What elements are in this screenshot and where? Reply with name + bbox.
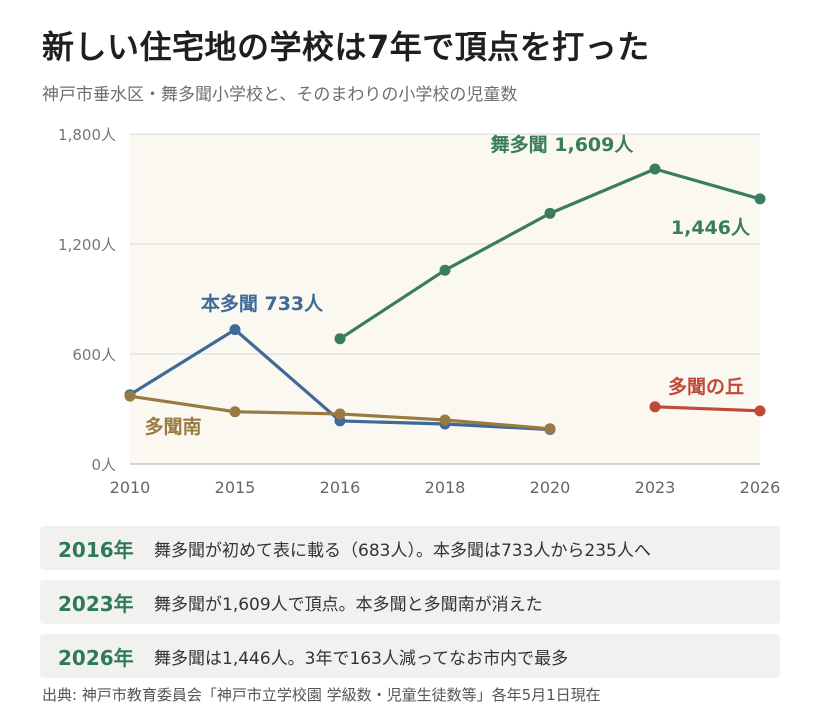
data-point — [544, 423, 556, 435]
series-line — [653, 405, 762, 413]
data-label: 本多聞 733人 — [201, 292, 324, 315]
note-text: 舞多聞は1,446人。3年で163人減ってなお市内で最多 — [154, 648, 569, 669]
y-tick-label: 1,800人 — [58, 126, 116, 144]
x-tick-label: 2016 — [320, 478, 361, 497]
x-tick-label: 2023 — [635, 478, 676, 497]
line-chart: 0人 600人 1,200人 1,800人 2010 2015 2016 2018 2020 20… — [58, 126, 781, 497]
data-label: 多聞南 — [144, 415, 201, 438]
y-tick-label: 600人 — [72, 346, 116, 364]
note-year: 2026年 — [58, 645, 134, 670]
data-point — [229, 324, 241, 336]
chart-title: 新しい住宅地の学校は7年で頂点を打った — [42, 28, 650, 66]
data-point — [334, 333, 346, 345]
data-label: 1,446人 — [671, 217, 751, 239]
note-year: 2016年 — [58, 537, 134, 562]
data-point — [439, 414, 451, 426]
data-point — [439, 264, 451, 276]
x-tick-label: 2026 — [740, 478, 781, 497]
y-tick-label: 0人 — [91, 456, 116, 474]
note-text: 舞多聞が1,609人で頂点。本多聞と多聞南が消えた — [154, 594, 543, 615]
data-point — [649, 401, 661, 413]
data-point — [124, 390, 136, 402]
note-2026: 2026年 舞多聞は1,446人。3年で163人減ってなお市内で最多 — [40, 634, 780, 678]
x-tick-label: 2020 — [530, 478, 571, 497]
x-tick-label: 2018 — [425, 478, 466, 497]
note-year: 2023年 — [58, 591, 134, 616]
note-2016: 2016年 舞多聞が初めて表に載る（683人）。本多聞は733人から235人へ — [40, 526, 780, 570]
note-2023: 2023年 舞多聞が1,609人で頂点。本多聞と多聞南が消えた — [40, 580, 780, 624]
data-point — [544, 207, 556, 219]
x-tick-label: 2010 — [110, 478, 151, 497]
data-point — [229, 406, 241, 418]
data-point — [649, 163, 661, 175]
data-label: 舞多聞 1,609人 — [491, 133, 635, 156]
x-tick-label: 2015 — [215, 478, 256, 497]
data-point — [334, 408, 346, 420]
y-tick-label: 1,200人 — [58, 236, 116, 254]
note-text: 舞多聞が初めて表に載る（683人）。本多聞は733人から235人へ — [154, 540, 651, 561]
data-point — [754, 193, 766, 205]
data-label: 多聞の丘 — [668, 375, 744, 398]
chart-subtitle: 神戸市垂水区・舞多聞小学校と、そのまわりの小学校の児童数 — [42, 85, 518, 105]
data-point — [754, 405, 766, 417]
source-note: 出典: 神戸市教育委員会「神戸市立学校園 学級数・児童生徒数等」各年5月1日現在 — [42, 686, 601, 704]
notes-panel: 2016年 舞多聞が初めて表に載る（683人）。本多聞は733人から235人へ … — [40, 526, 780, 688]
